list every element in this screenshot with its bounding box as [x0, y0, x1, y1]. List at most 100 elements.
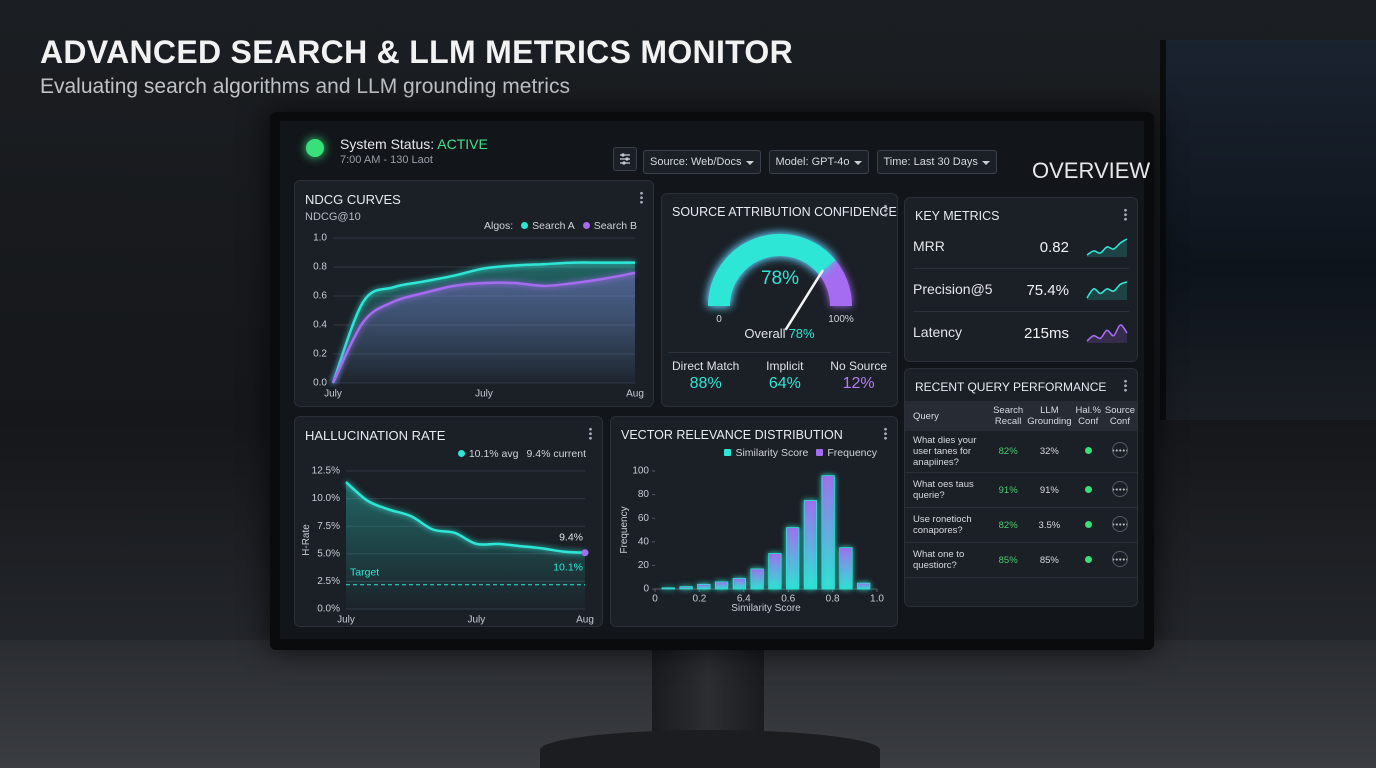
- legend-swatch: [521, 222, 529, 229]
- hallucination-chart: 0.0% 2.5% 5.0% 7.5% 10.0% 12.5% July July Aug Tar…: [301, 466, 594, 626]
- table-row: What dies your user tanes for anapiines?…: [905, 431, 1137, 473]
- status-dot: [1084, 520, 1092, 528]
- status: System Status: ACTIVE: [340, 136, 488, 152]
- panel-title: RECENT QUERY PERFORMANCE: [915, 380, 1107, 394]
- legend-swatch: [816, 449, 824, 456]
- y-tick-label: 40: [638, 536, 650, 547]
- panel-title: HALLUCINATION RATE: [305, 428, 446, 443]
- y-axis-label: H-Rate: [301, 524, 312, 556]
- menu[interactable]: [640, 191, 643, 204]
- y-tick-label: 0.2: [313, 349, 327, 360]
- key-metrics-panel: KEY METRICS MRR 0.82 Precision@5 75.4% Laten…: [904, 197, 1138, 362]
- search-recall: 91%: [991, 472, 1026, 508]
- menu[interactable]: [589, 427, 592, 440]
- legend-item: Search A: [521, 220, 575, 232]
- histogram-bar: [768, 553, 782, 590]
- histogram-bar: [750, 568, 764, 590]
- status-label: System Status:: [340, 136, 435, 152]
- legend-label: 10.1% avg: [468, 448, 519, 460]
- ndcg-panel: 0.0 0.2 0.4 0.6 0.8 1.0 July July Aug NDCG CURVE…: [294, 180, 654, 407]
- hal-conf: [1073, 542, 1103, 578]
- y-axis-label: Frequency: [619, 506, 630, 553]
- gauge-value: [708, 234, 836, 307]
- y-tick-label: 0.4: [313, 320, 327, 331]
- menu[interactable]: [1124, 208, 1127, 221]
- y-tick-label: 0.0%: [317, 604, 340, 615]
- x-tick-label: 0.2: [692, 594, 706, 605]
- y-tick-label: 0.0: [313, 378, 327, 389]
- menu[interactable]: [884, 204, 887, 217]
- search-recall: 85%: [991, 542, 1026, 578]
- filter-dropdown[interactable]: Model: GPT-4o: [768, 150, 869, 174]
- y-tick-label: 0.8: [313, 262, 327, 273]
- x-tick-label: Aug: [576, 615, 594, 626]
- window: [1160, 40, 1376, 420]
- sparkline-line: [1086, 324, 1128, 342]
- legend-swatch: [457, 450, 465, 457]
- y-tick-label: 20: [638, 560, 650, 571]
- gauge-needle: [784, 269, 824, 331]
- column-header: Query: [905, 401, 992, 431]
- breakdown-item: No Source 12%: [826, 359, 891, 393]
- y-tick-label: 80: [638, 489, 650, 500]
- view-title: OVERVIEW: [1032, 158, 1151, 183]
- vector-panel: 0 20 40 60 80 100 0 0.2 6.4 0.6 0.8 1.0 Similarity S…: [610, 416, 898, 627]
- histogram-bar: [679, 586, 693, 590]
- filter-dropdown[interactable]: Time: Last 30 Days: [876, 150, 997, 174]
- more-button[interactable]: [1111, 550, 1128, 567]
- legend-item: Frequency: [816, 447, 877, 459]
- filter-settings[interactable]: [613, 147, 637, 171]
- gauge-max-label: 100%: [828, 314, 854, 325]
- more-button[interactable]: [1111, 442, 1128, 458]
- legend-item: Similarity Score: [724, 447, 808, 459]
- sparkline: [1086, 324, 1128, 343]
- llm-grounding: 91%: [1025, 472, 1074, 508]
- status-dot: [1084, 447, 1092, 454]
- legend: Similarity Score Frequency: [724, 447, 877, 459]
- y-tick-label: 60: [638, 513, 650, 524]
- y-tick-label: 5.0%: [317, 548, 340, 559]
- more-button[interactable]: [1111, 515, 1128, 532]
- series-area: [346, 482, 585, 609]
- x-tick-label: 0.6: [781, 594, 795, 605]
- status-time: 7:00 AM - 130 Laot: [340, 154, 433, 166]
- menu[interactable]: [884, 427, 887, 440]
- llm-grounding: 85%: [1025, 542, 1074, 578]
- breakdown-item: Direct Match 88%: [668, 359, 743, 393]
- x-tick-label: 0: [652, 594, 658, 605]
- x-axis-label: Similarity Score: [731, 603, 801, 614]
- filter-dropdown[interactable]: Source: Web/Docs: [643, 150, 761, 174]
- hal-conf: [1073, 472, 1103, 508]
- more-button[interactable]: [1111, 480, 1128, 497]
- metric-value: 215ms: [1023, 325, 1069, 342]
- hallucination-panel: 0.0% 2.5% 5.0% 7.5% 10.0% 12.5% July July Aug Tar…: [294, 416, 603, 627]
- metric-name: Precision@5: [913, 281, 993, 297]
- legend: 10.1% avg 9.4% current: [457, 448, 586, 460]
- metric-value: 0.82: [1039, 239, 1069, 256]
- menu[interactable]: [1124, 379, 1127, 392]
- breakdown-item: Implicit 64%: [762, 359, 807, 393]
- panel-title: NDCG CURVES: [305, 192, 401, 207]
- query-text: Use ronetioch conapores?: [905, 507, 992, 543]
- legend-label: Search A: [532, 220, 575, 232]
- breakdown-value: 88%: [689, 375, 722, 392]
- llm-grounding: 32%: [1025, 431, 1074, 473]
- breakdown-value: 64%: [768, 375, 801, 392]
- hal-conf: [1073, 431, 1103, 473]
- legend-label: Frequency: [827, 447, 877, 459]
- panel-title: SOURCE ATTRIBUTION CONFIDENCE: [672, 205, 897, 219]
- histogram-bar: [661, 587, 675, 590]
- table-header: Query Search Recall LLM Grounding Hal.% Con…: [905, 401, 1137, 431]
- llm-grounding: 3.5%: [1025, 507, 1074, 543]
- y-tick-label: 10.0%: [312, 493, 340, 504]
- metric-value: 75.4%: [1026, 282, 1069, 299]
- histogram-bar: [857, 582, 871, 590]
- annotation: 9.4%: [559, 532, 583, 544]
- search-recall: 82%: [991, 431, 1026, 473]
- x-tick-label: 6.4: [737, 594, 751, 605]
- source-conf: [1102, 542, 1137, 578]
- status-state: ACTIVE: [437, 136, 488, 152]
- histogram-bar: [732, 577, 746, 590]
- legend: Algos: Search A Search B: [484, 220, 637, 232]
- histogram-bar: [786, 527, 800, 590]
